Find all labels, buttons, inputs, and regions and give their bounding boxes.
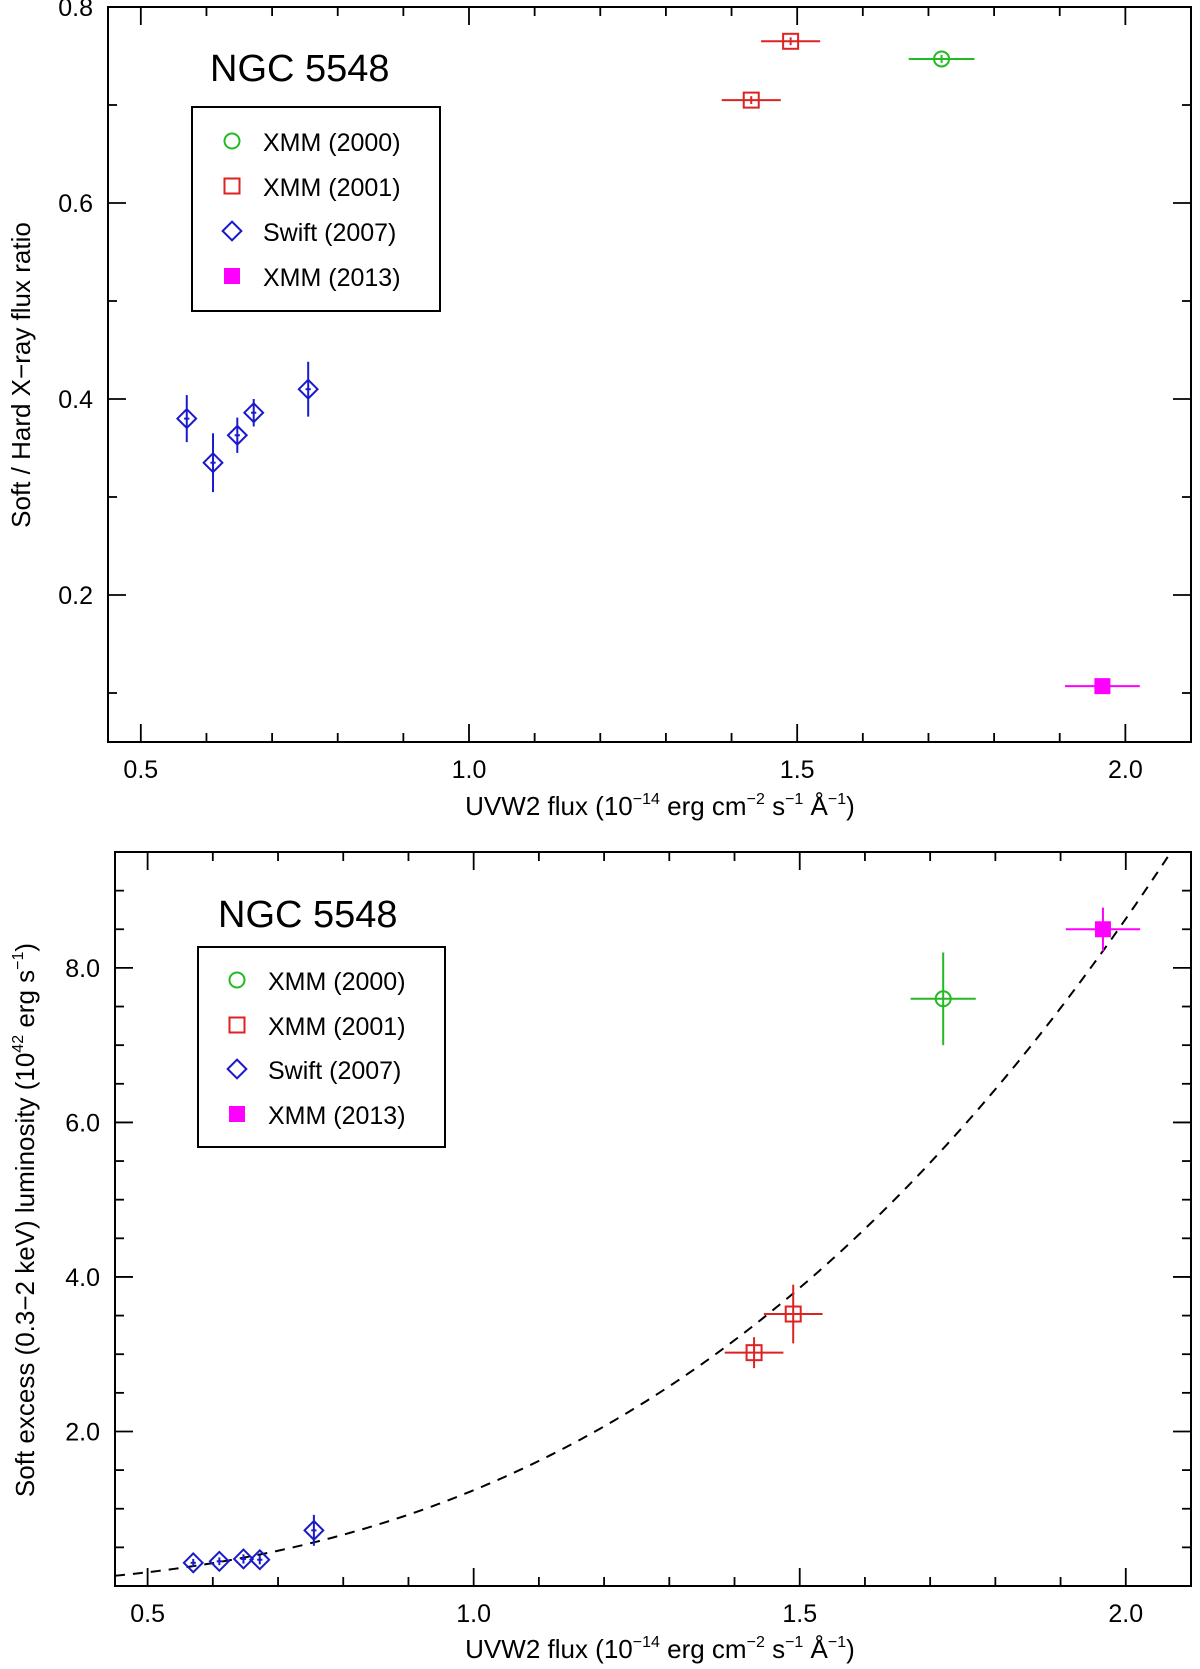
data-point-xmm-2013 <box>1065 907 1141 951</box>
data-point-swift-2007 <box>242 399 265 427</box>
data-point-xmm-2001 <box>763 1284 823 1344</box>
marker-swift-2007 <box>242 401 265 424</box>
data-point-swift-2007 <box>202 433 224 493</box>
marker-swift-2007 <box>297 378 319 400</box>
marker-swift-2007 <box>175 407 198 430</box>
data-point-swift-2007 <box>303 1514 325 1546</box>
legend-bottom: XMM (2000) XMM (2001) Swift (2007) XMM (… <box>197 946 446 1148</box>
data-point-xmm-2000 <box>910 952 976 1046</box>
marker-xmm-2001 <box>742 91 760 109</box>
data-point-swift-2007 <box>226 417 249 453</box>
plot-frame-bottom <box>114 851 1192 1587</box>
legend-marker-xmm-2013 <box>224 268 240 284</box>
legend-label-xmm-2013-top: XMM (2013) <box>263 264 401 292</box>
y-tick-label: 0.8 <box>58 0 93 22</box>
legend-top: XMM (2000) XMM (2001) Swift (2007) XMM (… <box>191 106 441 312</box>
panel-top: 0.5 1.0 1.5 2.0 0.2 0.4 0.6 0.8 NGC 5548 XMM (2… <box>6 0 1192 821</box>
data-point-xmm-2000 <box>908 50 975 68</box>
data-point-swift-2007 <box>297 361 319 417</box>
marker-swift-2007 <box>208 1550 231 1573</box>
y-tick-label: 0.6 <box>58 190 93 218</box>
legend-marker-swift-2007 <box>221 220 243 242</box>
legend-label-xmm-2000-top: XMM (2000) <box>263 129 401 157</box>
data-point-xmm-2013 <box>1064 678 1140 695</box>
data-point-swift-2007 <box>208 1550 231 1573</box>
fit-curve-group-bottom <box>114 851 1172 1577</box>
data-point-xmm-2001 <box>761 32 821 50</box>
marker-xmm-2000 <box>933 50 951 68</box>
marker-swift-2007 <box>248 1548 271 1571</box>
x-axis-label-bottom: UVW2 flux (10−14 erg cm−2 s−1 Å−1) <box>465 1634 855 1664</box>
legend-label-xmm-2013-bottom: XMM (2013) <box>268 1102 406 1130</box>
marker-swift-2007 <box>303 1519 325 1542</box>
marker-swift-2007 <box>232 1548 255 1570</box>
y-tick-label: 0.2 <box>58 582 93 610</box>
legend-marker-xmm-2000 <box>228 971 246 989</box>
fit-curve <box>114 851 1172 1577</box>
x-tick-label: 0.5 <box>130 1600 165 1628</box>
panel-bottom: 0.5 1.0 1.5 2.0 2.0 4.0 6.0 8.0 NGC 5548 XMM (2… <box>10 851 1192 1664</box>
data-point-swift-2007 <box>182 1552 205 1574</box>
legend-markers-top <box>221 132 243 284</box>
y-tick-label: 8.0 <box>65 955 100 983</box>
marker-xmm-2013 <box>1094 678 1111 695</box>
marker-xmm-2001 <box>782 32 800 50</box>
x-tick-label: 1.0 <box>452 756 487 784</box>
data-point-xmm-2001 <box>721 91 781 109</box>
marker-xmm-2001 <box>745 1344 763 1362</box>
data-point-xmm-2001 <box>724 1337 784 1369</box>
marker-xmm-2001 <box>784 1305 802 1323</box>
x-axis-label-top: UVW2 flux (10−14 erg cm−2 s−1 Å−1) <box>465 791 855 821</box>
marker-xmm-2000 <box>934 990 952 1008</box>
y-axis-label-top: Soft / Hard X−ray flux ratio <box>6 222 36 528</box>
legend-label-xmm-2001-top: XMM (2001) <box>263 174 401 202</box>
data-point-swift-2007 <box>248 1548 271 1571</box>
legend-label-xmm-2000-bottom: XMM (2000) <box>268 968 406 996</box>
legend-label-swift-2007-bottom: Swift (2007) <box>268 1057 401 1085</box>
legend-marker-swift-2007 <box>226 1058 248 1080</box>
legend-marker-xmm-2001 <box>228 1016 246 1034</box>
y-tick-label: 6.0 <box>65 1109 100 1137</box>
chart-title-bottom: NGC 5548 <box>218 894 398 936</box>
y-tick-label: 4.0 <box>65 1264 100 1292</box>
legend-marker-xmm-2001 <box>223 177 241 195</box>
axes-top: 0.5 1.0 1.5 2.0 0.2 0.4 0.6 0.8 <box>58 0 1192 784</box>
data-points-top <box>175 32 1140 695</box>
marker-swift-2007 <box>182 1552 205 1574</box>
y-axis-label-bottom: Soft excess (0.3−2 keV) luminosity (1042… <box>10 943 40 1497</box>
x-tick-label: 1.5 <box>782 1600 817 1628</box>
data-point-swift-2007 <box>232 1548 255 1570</box>
y-tick-label: 2.0 <box>65 1418 100 1446</box>
chart-title-top: NGC 5548 <box>210 48 390 90</box>
axes-bottom: 0.5 1.0 1.5 2.0 2.0 4.0 6.0 8.0 <box>65 851 1192 1628</box>
x-tick-label: 1.5 <box>780 756 815 784</box>
legend-marker-xmm-2013 <box>229 1106 245 1122</box>
marker-swift-2007 <box>226 424 249 447</box>
data-points-bottom <box>182 907 1141 1574</box>
marker-xmm-2013 <box>1094 921 1111 938</box>
legend-label-swift-2007-top: Swift (2007) <box>263 219 396 247</box>
x-tick-label: 2.0 <box>1108 1600 1143 1628</box>
x-tick-label: 2.0 <box>1108 756 1143 784</box>
legend-markers-bottom <box>226 971 248 1122</box>
plot-frame-top <box>107 6 1192 743</box>
legend-label-xmm-2001-bottom: XMM (2001) <box>268 1013 406 1041</box>
x-tick-label: 0.5 <box>123 756 158 784</box>
data-point-swift-2007 <box>175 395 198 443</box>
marker-swift-2007 <box>202 451 224 474</box>
y-tick-label: 0.4 <box>58 386 93 414</box>
legend-marker-xmm-2000 <box>223 132 241 150</box>
x-tick-label: 1.0 <box>456 1600 491 1628</box>
